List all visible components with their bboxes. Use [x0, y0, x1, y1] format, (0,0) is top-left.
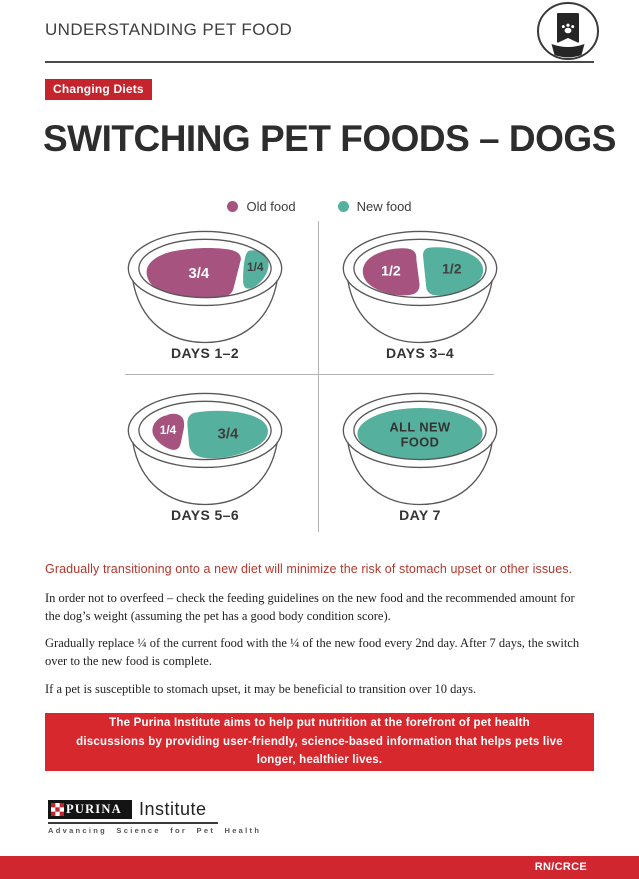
all-new-food-line2: FOOD [401, 434, 440, 449]
header-title: UNDERSTANDING PET FOOD [45, 20, 293, 39]
purina-wordmark: PURINA [66, 802, 122, 816]
bowl-label-days-5-6: DAYS 5–6 [170, 507, 240, 523]
bowl-label-days-3-4: DAYS 3–4 [385, 345, 455, 361]
institute-wordmark: Institute [139, 799, 207, 819]
old-food-dot-icon [227, 201, 239, 212]
legend-item-old-food: Old food [227, 199, 296, 214]
new-food-dot-icon [337, 201, 349, 212]
header-divider [45, 61, 594, 63]
pet-food-bowl-icon [535, 1, 601, 66]
old-food-portion [146, 247, 241, 299]
page-title: SWITCHING PET FOODS – DOGS [43, 118, 616, 159]
bowl-days-5-6: 1/4 3/4 [127, 392, 283, 506]
bottom-bar: RN/CRCE [0, 856, 639, 879]
bowl-label-days-1-2: DAYS 1–2 [170, 345, 240, 361]
fraction-new: 1/4 [247, 260, 264, 274]
document-code: RN/CRCE [534, 861, 587, 873]
new-food-portion [243, 250, 269, 289]
new-food-portion [423, 247, 484, 296]
grid-divider-vertical [318, 221, 319, 532]
fraction-new: 1/2 [442, 261, 462, 277]
section-badge: Changing Diets [45, 79, 152, 100]
purina-logo: PURINA [48, 800, 132, 819]
paragraph-susceptible: If a pet is susceptible to stomach upset… [45, 681, 477, 696]
fraction-new: 3/4 [218, 425, 239, 442]
bowl-days-1-2: 3/4 1/4 [127, 230, 283, 344]
fraction-old: 1/2 [381, 262, 401, 278]
bowl-label-day-7: DAY 7 [399, 507, 441, 523]
footer-divider [48, 822, 218, 824]
old-food-portion [152, 413, 185, 450]
legend-label-new: New food [356, 199, 412, 214]
paragraph-overfeed: In order not to overfeed – check the fee… [45, 591, 575, 624]
legend-label-old: Old food [246, 199, 296, 214]
new-food-portion [187, 410, 268, 459]
banner-text: The Purina Institute aims to help put nu… [76, 716, 563, 767]
fraction-old: 3/4 [188, 265, 209, 282]
body-paragraphs: In order not to overfeed – check the fee… [45, 589, 593, 707]
old-food-portion [362, 248, 420, 296]
bowl-days-3-4: 1/2 1/2 [342, 230, 498, 344]
legend-item-new-food: New food [337, 199, 412, 214]
new-food-portion [357, 407, 483, 460]
paragraph-replace: Gradually replace ¼ of the current food … [45, 636, 580, 669]
legend: Old food New food [0, 199, 639, 214]
footer-tagline: Advancing Science for Pet Health [48, 826, 262, 835]
purina-checkerboard-icon [51, 803, 64, 816]
grid-divider-horizontal [125, 374, 494, 375]
all-new-food-line1: ALL NEW [390, 419, 452, 434]
purina-institute-banner: The Purina Institute aims to help put nu… [45, 713, 594, 771]
fraction-old: 1/4 [160, 423, 177, 437]
lead-sentence: Gradually transitioning onto a new diet … [45, 562, 573, 576]
bowl-day-7: ALL NEW FOOD [342, 392, 498, 506]
